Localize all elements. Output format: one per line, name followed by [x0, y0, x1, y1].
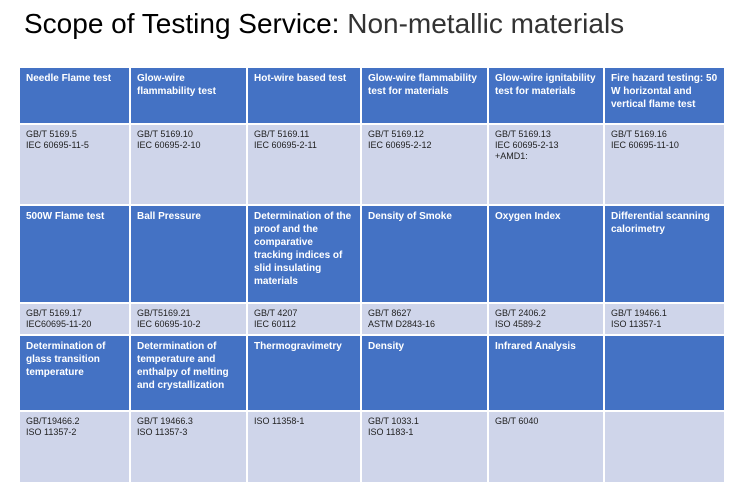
table-row: GB/T19466.2 ISO 11357-2 GB/T 19466.3 ISO… — [18, 410, 726, 484]
standard-text: GB/T 5169.13 IEC 60695-2-13 +AMD1: — [495, 129, 559, 161]
standard-cell: GB/T 4207 IEC 60112 — [246, 302, 362, 336]
test-name-cell: Glow-wire ignitability test for material… — [487, 66, 605, 125]
standard-cell: ISO 11358-1 — [246, 410, 362, 484]
standard-text: GB/T19466.2 ISO 11357-2 — [26, 416, 80, 437]
standard-cell: GB/T 5169.11 IEC 60695-2-11 — [246, 123, 362, 206]
table-row: Determination of glass transition temper… — [18, 334, 726, 412]
standard-cell: GB/T 5169.16 IEC 60695-11-10 — [603, 123, 726, 206]
testing-scope-table: Needle Flame test Glow-wire flammability… — [18, 66, 726, 484]
test-name-cell: Differential scanning calorimetry — [603, 204, 726, 304]
standard-text: GB/T 5169.5 IEC 60695-11-5 — [26, 129, 89, 150]
standard-cell: GB/T 19466.1 ISO 11357-1 — [603, 302, 726, 336]
table-row: GB/T 5169.5 IEC 60695-11-5 GB/T 5169.10 … — [18, 123, 726, 206]
test-name-cell — [603, 334, 726, 412]
standard-cell: GB/T 5169.17 IEC60695-11-20 — [18, 302, 131, 336]
standard-cell: GB/T19466.2 ISO 11357-2 — [18, 410, 131, 484]
standard-text: GB/T 1033.1 ISO 1183-1 — [368, 416, 419, 437]
standard-cell: GB/T 6040 — [487, 410, 605, 484]
standard-cell — [603, 410, 726, 484]
title-subtitle: Non-metallic materials — [339, 8, 625, 39]
standard-text: GB/T 5169.16 IEC 60695-11-10 — [611, 129, 679, 150]
standard-text: GB/T 6040 — [495, 416, 539, 426]
test-name-cell: Glow-wire flammability test for material… — [360, 66, 489, 125]
standard-text: GB/T 5169.11 IEC 60695-2-11 — [254, 129, 317, 150]
table-row: GB/T 5169.17 IEC60695-11-20 GB/T5169.21 … — [18, 302, 726, 336]
standard-text: GB/T5169.21 IEC 60695-10-2 — [137, 308, 201, 329]
table-row: Needle Flame test Glow-wire flammability… — [18, 66, 726, 125]
test-name-cell: Thermogravimetry — [246, 334, 362, 412]
standard-cell: GB/T 5169.12 IEC 60695-2-12 — [360, 123, 489, 206]
standard-text: ISO 11358-1 — [254, 416, 305, 426]
standard-text: GB/T 5169.10 IEC 60695-2-10 — [137, 129, 201, 150]
page-title: Scope of Testing Service: Non-metallic m… — [24, 8, 624, 40]
test-name-cell: Hot-wire based test — [246, 66, 362, 125]
standard-text: GB/T 19466.3 ISO 11357-3 — [137, 416, 193, 437]
standard-cell: GB/T 5169.5 IEC 60695-11-5 — [18, 123, 131, 206]
table-row: 500W Flame test Ball Pressure Determinat… — [18, 204, 726, 304]
test-name-cell: Density — [360, 334, 489, 412]
standard-cell: GB/T 5169.10 IEC 60695-2-10 — [129, 123, 248, 206]
test-name-cell: Glow-wire flammability test — [129, 66, 248, 125]
test-name-cell: Infrared Analysis — [487, 334, 605, 412]
standard-text: GB/T 4207 IEC 60112 — [254, 308, 298, 329]
test-name-cell: Determination of glass transition temper… — [18, 334, 131, 412]
test-name-cell: Oxygen Index — [487, 204, 605, 304]
standard-text: GB/T 2406.2 ISO 4589-2 — [495, 308, 546, 329]
standard-text: GB/T 5169.17 IEC60695-11-20 — [26, 308, 92, 329]
standard-cell: GB/T 1033.1 ISO 1183-1 — [360, 410, 489, 484]
standard-cell: GB/T 5169.13 IEC 60695-2-13 +AMD1: — [487, 123, 605, 206]
test-name-cell: Determination of the proof and the compa… — [246, 204, 362, 304]
test-name-cell: 500W Flame test — [18, 204, 131, 304]
test-name-cell: Needle Flame test — [18, 66, 131, 125]
standard-cell: GB/T 8627 ASTM D2843-16 — [360, 302, 489, 336]
standard-cell: GB/T 19466.3 ISO 11357-3 — [129, 410, 248, 484]
standard-text: GB/T 8627 ASTM D2843-16 — [368, 308, 436, 329]
test-name-cell: Determination of temperature and enthalp… — [129, 334, 248, 412]
test-name-cell: Fire hazard testing: 50 W horizontal and… — [603, 66, 726, 125]
title-main: Scope of Testing Service: — [24, 8, 340, 39]
standard-text: GB/T 19466.1 ISO 11357-1 — [611, 308, 667, 329]
standard-text: GB/T 5169.12 IEC 60695-2-12 — [368, 129, 432, 150]
standard-cell: GB/T 2406.2 ISO 4589-2 — [487, 302, 605, 336]
test-name-cell: Density of Smoke — [360, 204, 489, 304]
test-name-cell: Ball Pressure — [129, 204, 248, 304]
standard-cell: GB/T5169.21 IEC 60695-10-2 — [129, 302, 248, 336]
